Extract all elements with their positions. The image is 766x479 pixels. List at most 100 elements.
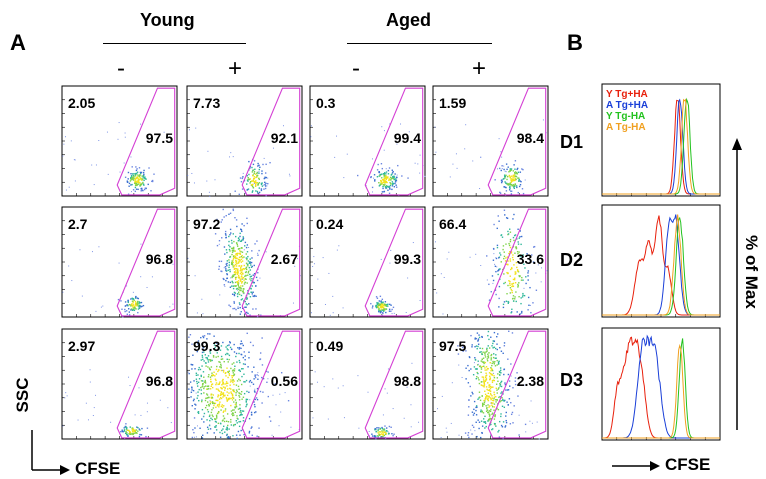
event-dot	[227, 397, 230, 400]
event-dot	[384, 172, 386, 174]
event-dot	[488, 395, 490, 397]
event-dot	[222, 378, 224, 381]
event-dot	[207, 385, 209, 388]
event-dot	[271, 434, 273, 436]
event-dot	[491, 379, 494, 382]
event-dot	[238, 425, 241, 428]
event-dot	[222, 277, 224, 280]
event-dot	[501, 397, 503, 399]
event-dot	[233, 368, 236, 370]
event-dot	[207, 366, 209, 368]
event-dot	[133, 432, 135, 435]
event-dot	[513, 185, 516, 187]
event-dot	[219, 397, 222, 399]
event-dot	[219, 422, 222, 425]
event-dot	[503, 368, 506, 370]
event-dot	[483, 421, 485, 423]
event-dot	[525, 282, 527, 285]
event-dot	[381, 312, 384, 314]
event-dot	[142, 189, 144, 192]
event-dot	[510, 190, 512, 192]
event-dot	[236, 225, 238, 228]
event-dot	[240, 282, 243, 284]
event-dot	[514, 160, 517, 162]
event-dot	[510, 375, 512, 377]
event-dot	[249, 278, 251, 280]
event-dot	[491, 404, 493, 407]
event-dot	[255, 182, 257, 184]
event-dot	[514, 271, 516, 273]
event-dot	[382, 304, 385, 307]
event-dot	[225, 263, 228, 265]
event-dot	[243, 256, 245, 258]
event-dot	[233, 240, 235, 243]
event-dot	[484, 400, 486, 402]
event-dot	[515, 178, 517, 181]
event-dot	[518, 275, 521, 278]
event-dot	[477, 364, 479, 366]
event-dot	[228, 244, 230, 247]
panel-b-letter: B	[567, 30, 583, 55]
event-dot	[224, 253, 226, 255]
event-dot	[490, 423, 492, 426]
event-dot	[507, 260, 509, 262]
event-dot	[500, 380, 503, 383]
event-dot	[206, 180, 208, 182]
event-dot	[501, 165, 503, 167]
event-dot	[489, 385, 491, 388]
event-dot	[480, 410, 482, 413]
event-dot	[232, 275, 235, 278]
event-dot	[65, 392, 67, 394]
event-dot	[135, 188, 138, 190]
event-dot	[251, 250, 253, 252]
event-dot	[134, 296, 137, 298]
event-dot	[201, 351, 204, 354]
event-dot	[241, 398, 243, 400]
event-dot	[214, 426, 217, 428]
event-dot	[239, 409, 242, 412]
event-dot	[127, 193, 130, 195]
event-dot	[338, 245, 340, 247]
event-dot	[240, 250, 242, 253]
event-dot	[244, 363, 246, 366]
event-dot	[497, 431, 499, 433]
event-dot	[274, 383, 276, 385]
event-dot	[130, 179, 132, 181]
event-dot	[133, 309, 136, 312]
event-dot	[493, 362, 495, 364]
event-dot	[387, 189, 389, 191]
event-dot	[514, 282, 517, 284]
event-dot	[478, 382, 481, 385]
event-dot	[480, 436, 482, 439]
event-dot	[482, 351, 484, 353]
event-dot	[233, 273, 235, 276]
event-dot	[245, 271, 248, 273]
event-dot	[267, 371, 269, 373]
event-dot	[327, 418, 329, 420]
event-dot	[232, 287, 235, 290]
event-dot	[487, 420, 489, 422]
event-dot	[236, 295, 239, 298]
event-dot	[509, 423, 512, 425]
event-dot	[122, 431, 124, 433]
event-dot	[475, 377, 478, 380]
event-dot	[247, 255, 249, 258]
event-dot	[489, 390, 492, 392]
event-dot	[215, 342, 218, 344]
event-dot	[233, 370, 235, 372]
event-dot	[475, 414, 478, 416]
event-dot	[386, 392, 388, 394]
event-dot	[237, 280, 240, 282]
event-dot	[207, 396, 209, 399]
event-dot	[237, 252, 239, 255]
event-dot	[527, 272, 529, 274]
event-dot	[193, 182, 195, 184]
event-dot	[328, 272, 330, 274]
event-dot	[127, 299, 129, 302]
event-dot	[482, 378, 485, 380]
event-dot	[387, 303, 389, 305]
gate-polygon	[364, 208, 424, 317]
event-dot	[386, 185, 389, 188]
event-dot	[239, 250, 241, 252]
event-dot	[138, 301, 140, 303]
